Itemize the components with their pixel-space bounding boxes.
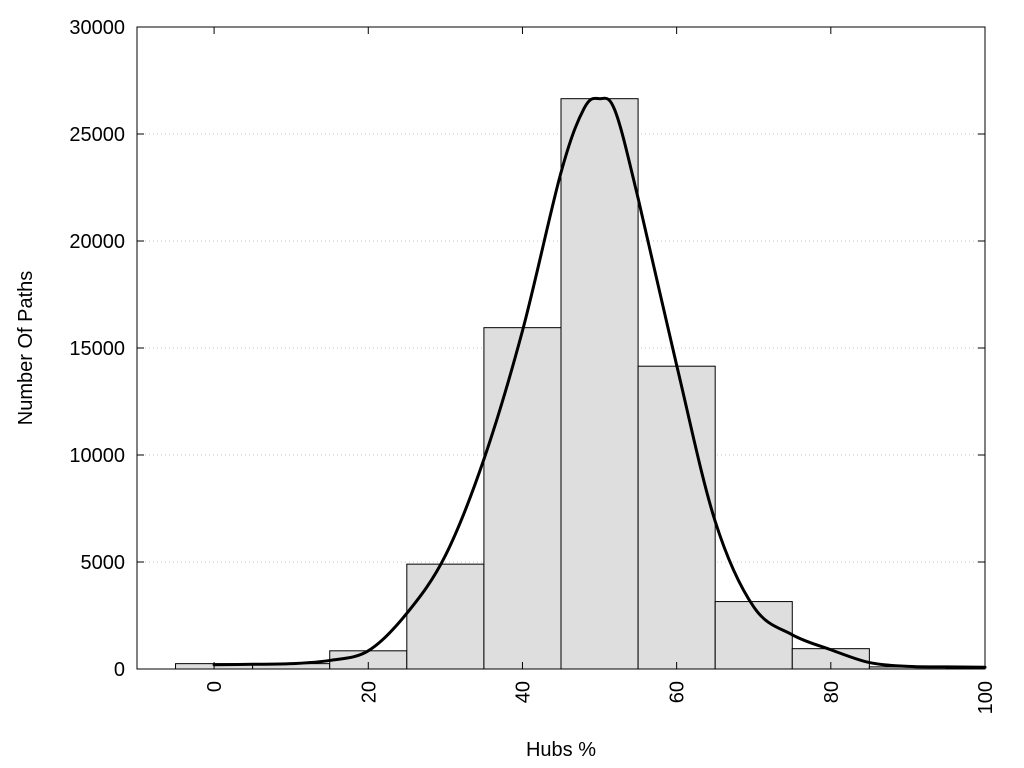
density-curve-layer [212,96,987,669]
bars [175,98,986,670]
x-tick-label: 40 [512,681,534,703]
x-axis-title: Hubs % [526,739,596,761]
bar-50 [560,98,639,670]
bar-60 [637,365,716,670]
y-axis: 0 5000 10000 15000 20000 25000 30000 [69,17,985,681]
y-axis-title: Number Of Paths [15,271,37,426]
x-tick-label: 20 [358,681,380,703]
density-curve [212,96,987,669]
x-tick-label: 60 [667,681,689,703]
y-tick-label: 20000 [69,231,125,253]
bar-30 [406,563,485,670]
x-tick-label: 100 [975,681,997,714]
x-axis: 0 20 40 60 80 100 [204,27,997,714]
x-tick-label: 80 [821,681,843,703]
x-tick-label: 0 [204,681,226,692]
bar-40 [483,327,562,670]
y-tick-label: 10000 [69,445,125,467]
y-tick-label: 0 [114,659,125,681]
y-tick-label: 30000 [69,17,125,39]
y-tick-label: 15000 [69,338,125,360]
bar-70 [714,601,793,670]
y-tick-label: 25000 [69,124,125,146]
y-tick-label: 5000 [81,552,126,574]
